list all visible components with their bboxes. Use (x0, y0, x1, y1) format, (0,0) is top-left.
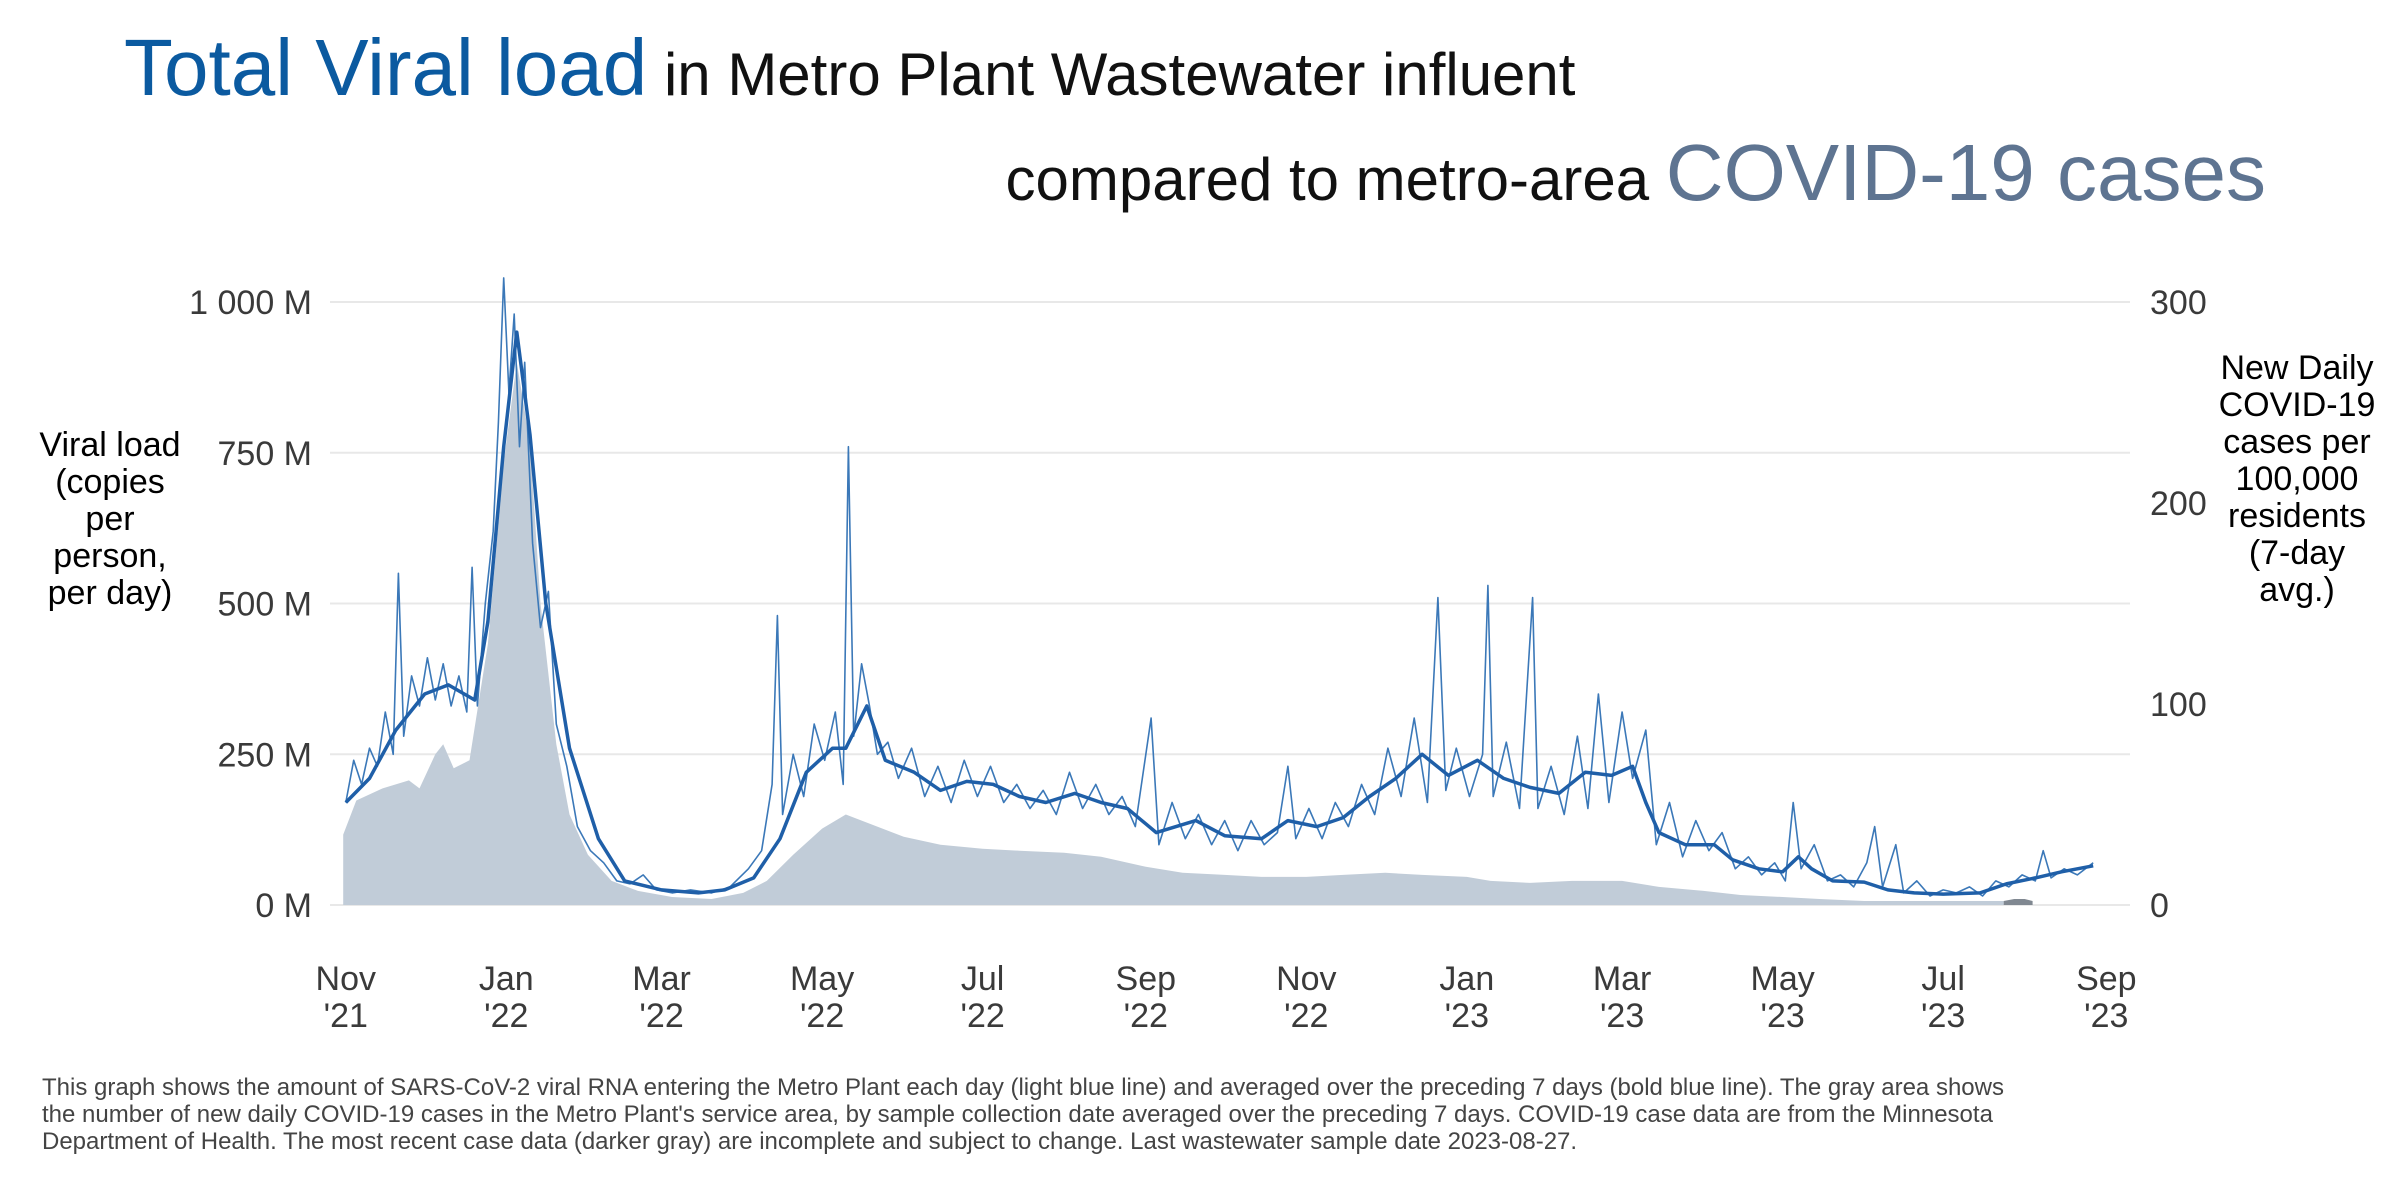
y-right-title-line: New Daily (2220, 349, 2373, 387)
x-tick-label-month: Nov (1276, 960, 1336, 998)
y-axis-right-label: New Daily COVID-19 cases per 100,000 residen… (2219, 349, 2376, 609)
grid-lines (330, 301, 2130, 906)
cases-area (343, 362, 2004, 905)
title-accent-viral-load: Total Viral load (124, 23, 647, 112)
y-right-title-line: COVID-19 (2219, 386, 2376, 424)
viral-load-daily-layer (345, 277, 2094, 897)
caption: This graph shows the amount of SARS-CoV-… (42, 1074, 2004, 1155)
y-right-tick-label: 0 (2150, 887, 2169, 925)
y-left-title-line: per (85, 500, 134, 538)
x-tick-label-year: '23 (2084, 997, 2128, 1035)
cases-area-layer (343, 362, 2033, 905)
y-right-title-line: avg.) (2259, 571, 2335, 609)
chart-title-line-2: compared to metro-area COVID-19 cases (1006, 128, 2267, 217)
y-left-title-line: (copies (55, 463, 165, 501)
y-left-tick-label: 500 M (218, 586, 313, 624)
y-left-tick-label: 750 M (218, 435, 313, 473)
x-tick-label-month: Jul (961, 960, 1004, 998)
x-tick-label-year: '22 (960, 997, 1004, 1035)
y-left-tick-label: 250 M (218, 736, 313, 774)
viral-load-average-line (344, 330, 2094, 896)
title-line-2-rest: compared to metro-area (1006, 146, 1666, 213)
caption-line-2: the number of new daily COVID-19 cases i… (42, 1101, 1994, 1128)
x-tick-label-year: '22 (1124, 997, 1168, 1035)
left-axis-ticks: 0 M 250 M 500 M 750 M 1 000 M (189, 284, 312, 925)
y-left-title-line: person, (53, 537, 166, 575)
x-axis-ticks: Nov'21Jan'22Mar'22May'22Jul'22Sep'22Nov'… (316, 960, 2137, 1035)
y-right-title-line: residents (2228, 497, 2366, 535)
viral-load-daily-line (345, 277, 2094, 897)
y-right-tick-label: 100 (2150, 686, 2207, 724)
x-tick-label-year: '23 (1600, 997, 1644, 1035)
y-axis-left-label: Viral load (copies per person, per day) (39, 426, 180, 612)
viral-load-average-layer (344, 330, 2094, 896)
x-tick-label-month: Jan (1439, 960, 1494, 998)
y-right-title-line: cases per (2223, 423, 2370, 461)
x-tick-label-month: Sep (2076, 960, 2137, 998)
caption-line-3: Department of Health. The most recent ca… (42, 1128, 1577, 1155)
x-tick-label-year: '22 (484, 997, 528, 1035)
x-tick-label-year: '23 (1921, 997, 1965, 1035)
x-tick-label-month: Mar (632, 960, 691, 998)
y-left-tick-label: 0 M (255, 887, 312, 925)
x-tick-label-year: '23 (1445, 997, 1489, 1035)
x-tick-label-month: Jan (479, 960, 534, 998)
y-right-tick-label: 300 (2150, 284, 2207, 322)
y-left-title-line: per day) (48, 574, 173, 612)
x-tick-label-month: Mar (1593, 960, 1652, 998)
cases-incomplete-area (2003, 899, 2033, 905)
y-right-title-line: (7-day (2249, 534, 2345, 572)
x-tick-label-year: '22 (800, 997, 844, 1035)
x-tick-label-year: '22 (639, 997, 683, 1035)
y-right-tick-label: 200 (2150, 485, 2207, 523)
title-accent-covid-cases: COVID-19 cases (1666, 128, 2266, 217)
right-axis-ticks: 0 100 200 300 (2150, 284, 2207, 925)
x-tick-label-month: Sep (1116, 960, 1177, 998)
y-right-title-line: 100,000 (2236, 460, 2359, 498)
caption-line-1: This graph shows the amount of SARS-CoV-… (42, 1074, 2004, 1101)
x-tick-label-month: May (1751, 960, 1815, 998)
x-tick-label-year: '22 (1284, 997, 1328, 1035)
x-tick-label-month: Nov (316, 960, 376, 998)
x-tick-label-month: May (790, 960, 854, 998)
chart-title-line-1: Total Viral load in Metro Plant Wastewat… (124, 23, 1576, 112)
title-line-1-rest: in Metro Plant Wastewater influent (647, 41, 1576, 108)
x-tick-label-month: Jul (1921, 960, 1964, 998)
x-tick-label-year: '21 (324, 997, 368, 1035)
y-left-title-line: Viral load (39, 426, 180, 464)
x-tick-label-year: '23 (1760, 997, 1804, 1035)
y-left-tick-label: 1 000 M (189, 284, 312, 322)
